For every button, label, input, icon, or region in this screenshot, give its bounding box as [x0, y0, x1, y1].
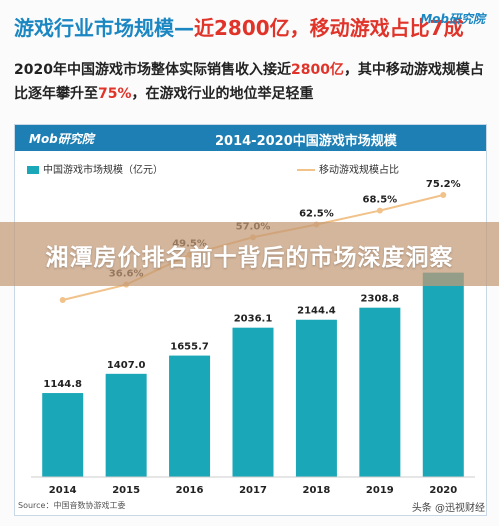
bar-label-2018: 2144.4: [297, 306, 336, 317]
bar-2016: [169, 355, 211, 477]
overlay-title: 湘潭房价排名前十背后的市场深度洞察: [45, 245, 454, 271]
subtitle-text3: ，在游戏行业的地位举足轻重: [131, 86, 314, 102]
bar-label-2016: 1655.7: [170, 342, 209, 353]
line-label-2020: 75.2%: [426, 179, 461, 190]
x-tick-2020: 2020: [429, 485, 457, 496]
subtitle-accent2: 75%: [98, 86, 132, 102]
headline: 游戏行业市场规模—近2800亿，移动游戏占比7成: [14, 12, 464, 41]
bar-label-2014: 1144.8: [43, 379, 82, 390]
watermark: 头条 @迅视财经: [411, 503, 485, 514]
chart-title: 2014-2020中国游戏市场规模: [215, 134, 397, 149]
line-label-2019: 68.5%: [363, 195, 398, 206]
legend-line-label: 移动游戏规模占比: [319, 165, 399, 176]
legend-line-swatch: [297, 169, 315, 171]
bar-2014: [42, 393, 84, 477]
bar-2018: [295, 319, 337, 477]
overlay-band: [0, 222, 499, 286]
bar-label-2017: 2036.1: [234, 314, 273, 325]
x-tick-2017: 2017: [239, 485, 267, 496]
line-point-2019: [376, 207, 383, 214]
x-tick-2016: 2016: [176, 485, 204, 496]
brand-logo: Mob研究院: [420, 12, 485, 26]
headline-dash: —: [174, 16, 194, 40]
bar-2017: [232, 327, 274, 477]
source-note: Source：中国音数协游戏工委: [18, 501, 126, 510]
chart-svg: 1144.8 2014 1407.0 2015 1655.7 2016 2036.1 2017…: [31, 179, 475, 496]
legend-bar-swatch: [27, 166, 39, 174]
bar-2020: [422, 272, 464, 477]
subtitle-text2: ，其中移动游戏规模占比逐年攀升至: [14, 62, 484, 102]
x-tick-2014: 2014: [49, 485, 77, 496]
subtitle: 2020年中国游戏市场整体实际销售收入接近2800亿，其中移动游戏规模占比逐年攀…: [14, 58, 484, 106]
x-tick-2015: 2015: [112, 485, 140, 496]
chart-header: Mob研究院 2014-2020中国游戏市场规模: [15, 125, 486, 151]
chart-header-logo: Mob研究院: [29, 132, 94, 146]
headline-part1: 游戏行业市场规模: [14, 16, 174, 40]
line-label-2018: 62.5%: [299, 209, 334, 220]
bar-2015: [105, 373, 147, 477]
legend-line: 移动游戏规模占比: [297, 161, 399, 176]
bar-label-2019: 2308.8: [361, 294, 400, 305]
subtitle-accent1: 2800亿: [290, 62, 344, 78]
bar-2019: [359, 307, 401, 477]
subtitle-text1: 2020年中国游戏市场整体实际销售收入接近: [14, 62, 291, 78]
x-tick-2019: 2019: [366, 485, 394, 496]
legend-bars-label: 中国游戏市场规模（亿元）: [43, 165, 163, 176]
x-tick-2018: 2018: [303, 485, 331, 496]
legend-bars: 中国游戏市场规模（亿元）: [27, 161, 163, 176]
line-point-2014: [59, 297, 66, 303]
chart-frame: Mob研究院 2014-2020中国游戏市场规模 中国游戏市场规模（亿元） 移动…: [14, 124, 487, 516]
bar-label-2015: 1407.0: [107, 360, 146, 371]
headline-part2: 近2800亿，移动游戏占比7成: [194, 16, 464, 40]
line-point-2020: [440, 192, 447, 198]
